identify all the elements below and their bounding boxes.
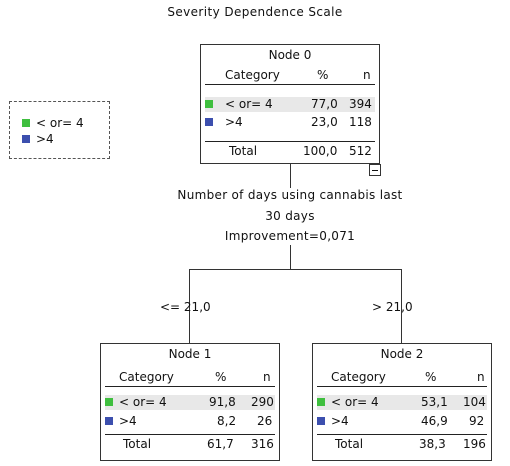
table-row: < or= 4 77,0 394: [205, 97, 375, 112]
table-total: Total 100,0 512: [205, 141, 375, 158]
green-swatch-icon: [205, 100, 213, 108]
table-total: Total 61,7 316: [105, 434, 275, 451]
row-category: >4: [119, 414, 137, 428]
row-n: 26: [257, 414, 273, 428]
header-percent: %: [215, 370, 227, 384]
edge: [189, 269, 402, 270]
row-n: 104: [463, 395, 486, 409]
green-swatch-icon: [105, 398, 113, 406]
row-n: 118: [349, 115, 372, 129]
blue-swatch-icon: [22, 135, 30, 143]
table-row: >4 23,0 118: [205, 115, 375, 130]
legend-item: >4: [22, 132, 54, 146]
node-1[interactable]: Node 1 Category % n < or= 4 91,8 290 >4 …: [100, 343, 280, 461]
total-n: 316: [251, 437, 274, 451]
row-category: < or= 4: [119, 395, 167, 409]
total-percent: 38,3: [419, 437, 446, 451]
table-header: Category % n: [317, 370, 487, 387]
header-category: Category: [331, 370, 386, 384]
header-n: n: [477, 370, 485, 384]
total-label: Total: [123, 437, 152, 451]
table-row: < or= 4 53,1 104: [317, 395, 487, 410]
node-title: Node 2: [380, 347, 424, 361]
total-n: 196: [463, 437, 486, 451]
row-category: < or= 4: [225, 97, 273, 111]
legend-label: >4: [36, 132, 54, 146]
row-percent: 53,1: [421, 395, 448, 409]
header-percent: %: [425, 370, 437, 384]
total-percent: 100,0: [303, 144, 338, 158]
blue-swatch-icon: [105, 417, 113, 425]
row-percent: 46,9: [421, 414, 448, 428]
blue-swatch-icon: [317, 417, 325, 425]
row-n: 394: [349, 97, 372, 111]
header-n: n: [363, 68, 371, 82]
green-swatch-icon: [22, 119, 30, 127]
table-row: < or= 4 91,8 290: [105, 395, 275, 410]
edge: [401, 269, 402, 343]
legend: < or= 4 >4: [9, 101, 110, 159]
table-header: Category % n: [205, 68, 375, 85]
row-category: >4: [331, 414, 349, 428]
header-category: Category: [225, 68, 280, 82]
branch-label-right: > 21,0: [372, 300, 413, 314]
edge: [189, 269, 190, 343]
table-row: >4 46,9 92: [317, 414, 487, 429]
split-variable-cont: 30 days: [265, 209, 315, 223]
table-row: >4 8,2 26: [105, 414, 275, 429]
legend-label: < or= 4: [36, 116, 84, 130]
split-variable: Number of days using cannabis last: [177, 188, 403, 202]
row-category: >4: [225, 115, 243, 129]
row-percent: 23,0: [311, 115, 338, 129]
row-percent: 8,2: [217, 414, 237, 428]
branch-label-left: <= 21,0: [160, 300, 211, 314]
header-percent: %: [317, 68, 329, 82]
total-percent: 61,7: [207, 437, 234, 451]
node-title: Node 0: [268, 48, 312, 62]
node-2[interactable]: Node 2 Category % n < or= 4 53,1 104 >4 …: [312, 343, 492, 461]
header-n: n: [263, 370, 271, 384]
total-label: Total: [229, 144, 258, 158]
row-category: < or= 4: [331, 395, 379, 409]
green-swatch-icon: [317, 398, 325, 406]
row-percent: 91,8: [209, 395, 236, 409]
table-header: Category % n: [105, 370, 275, 387]
diagram-title: Severity Dependence Scale: [167, 5, 343, 19]
table-total: Total 38,3 196: [317, 434, 487, 451]
split-improvement: Improvement=0,071: [224, 229, 356, 243]
blue-swatch-icon: [205, 118, 213, 126]
node-title: Node 1: [168, 347, 212, 361]
collapse-node-button[interactable]: [369, 164, 381, 176]
total-label: Total: [335, 437, 364, 451]
row-percent: 77,0: [311, 97, 338, 111]
legend-item: < or= 4: [22, 116, 84, 130]
total-n: 512: [349, 144, 372, 158]
header-category: Category: [119, 370, 174, 384]
edge: [290, 245, 291, 269]
node-0[interactable]: Node 0 Category % n < or= 4 77,0 394 >4 …: [200, 44, 380, 164]
row-n: 92: [469, 414, 485, 428]
row-n: 290: [251, 395, 274, 409]
edge: [290, 164, 291, 188]
